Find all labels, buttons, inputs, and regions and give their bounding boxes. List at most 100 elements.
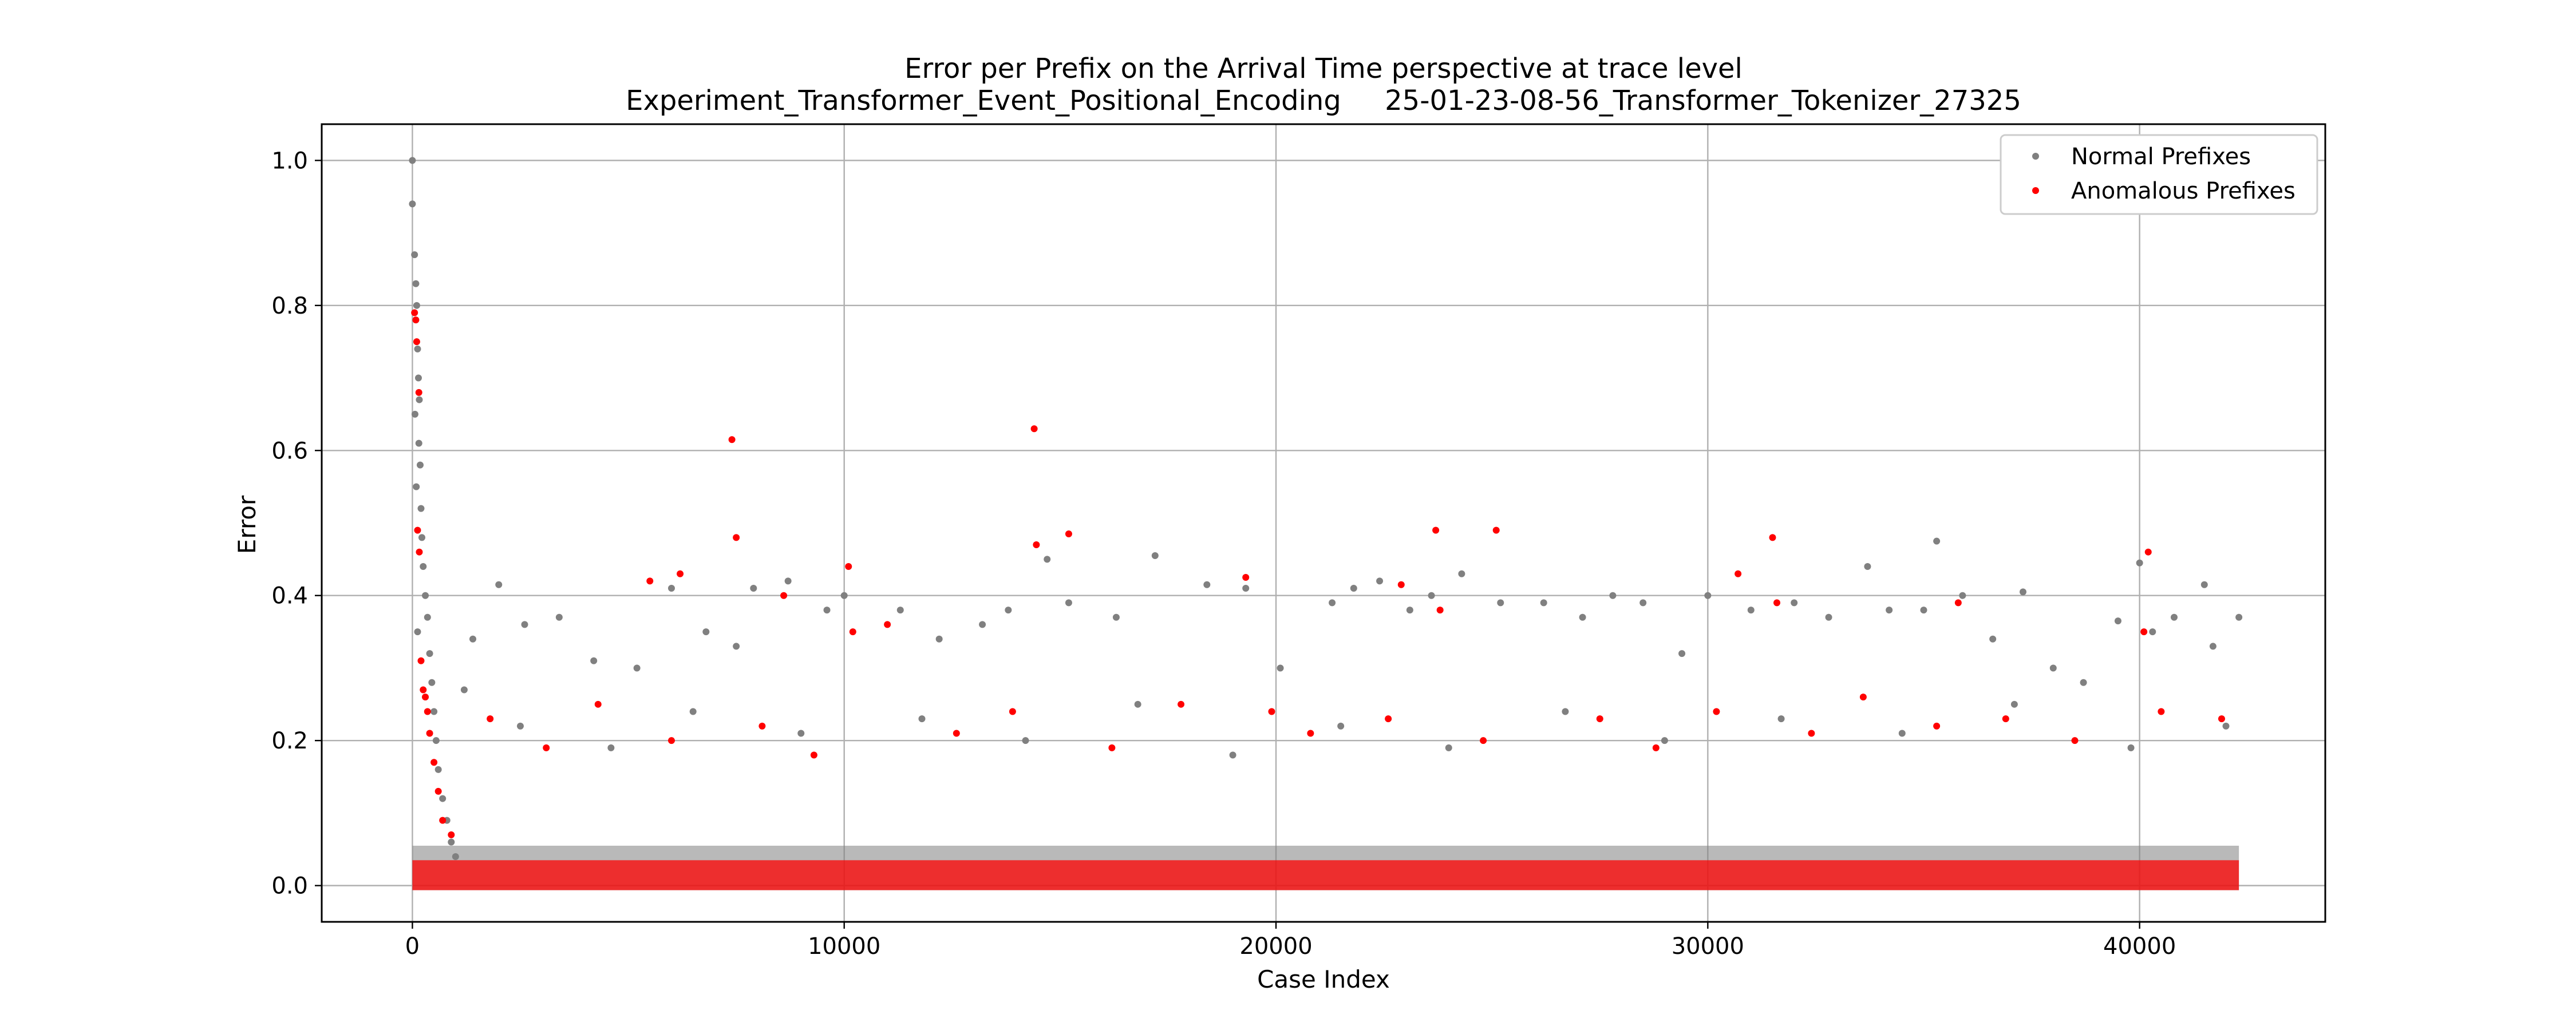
normal-point bbox=[409, 157, 416, 164]
normal-point bbox=[428, 679, 436, 686]
normal-point bbox=[555, 613, 563, 621]
normal-point bbox=[1704, 592, 1712, 599]
normal-point bbox=[418, 534, 425, 541]
x-tick-label: 20000 bbox=[1239, 933, 1312, 960]
normal-point bbox=[495, 581, 503, 588]
y-tick-label: 0.0 bbox=[271, 873, 308, 900]
normal-point bbox=[2235, 613, 2243, 621]
anomalous-point bbox=[1713, 708, 1720, 715]
anomalous-point bbox=[728, 436, 736, 443]
anomalous-point bbox=[543, 744, 550, 751]
normal-point bbox=[416, 396, 423, 403]
normal-point bbox=[414, 345, 421, 352]
anomalous-point bbox=[1030, 425, 1038, 433]
anomalous-point bbox=[2158, 708, 2165, 715]
legend-label-anomalous: Anomalous Prefixes bbox=[2071, 178, 2296, 204]
legend-marker-anomalous bbox=[2032, 187, 2039, 194]
anomalous-point bbox=[2140, 628, 2148, 636]
normal-point bbox=[1933, 537, 1941, 545]
anomalous-density-band bbox=[412, 860, 2239, 890]
normal-point bbox=[1959, 592, 1966, 599]
anomalous-point bbox=[1033, 541, 1040, 549]
normal-point bbox=[426, 650, 433, 657]
normal-point bbox=[823, 607, 831, 614]
anomalous-point bbox=[426, 730, 433, 737]
normal-point bbox=[417, 505, 425, 512]
normal-point bbox=[2222, 722, 2230, 730]
scatter-points bbox=[409, 157, 2243, 860]
x-tick-label: 30000 bbox=[1672, 933, 1744, 960]
normal-point bbox=[420, 563, 427, 571]
normal-point bbox=[413, 302, 420, 309]
normal-point bbox=[2170, 613, 2178, 621]
anomalous-point bbox=[1397, 581, 1405, 588]
legend: Normal Prefixes Anomalous Prefixes bbox=[2000, 134, 2318, 215]
anomalous-point bbox=[439, 817, 447, 824]
normal-point bbox=[784, 577, 792, 585]
anomalous-point bbox=[884, 621, 891, 628]
normal-point bbox=[2209, 643, 2217, 650]
anomalous-point bbox=[414, 526, 421, 534]
normal-point bbox=[1886, 607, 1893, 614]
normal-point bbox=[469, 635, 477, 643]
normal-point bbox=[434, 766, 442, 773]
normal-point bbox=[1112, 613, 1120, 621]
plot-frame bbox=[321, 123, 2326, 923]
normal-point bbox=[1540, 599, 1547, 607]
anomalous-point bbox=[1268, 708, 1275, 715]
anomalous-point bbox=[1735, 570, 1742, 577]
normal-point bbox=[2127, 744, 2135, 751]
normal-point bbox=[1406, 607, 1413, 614]
normal-point bbox=[1825, 613, 1832, 621]
anomalous-point bbox=[1773, 599, 1781, 607]
anomalous-point bbox=[2218, 715, 2225, 723]
anomalous-point bbox=[1492, 526, 1500, 534]
normal-point bbox=[430, 708, 438, 715]
anomalous-point bbox=[1480, 737, 1487, 744]
normal-point bbox=[2019, 588, 2026, 596]
normal-point bbox=[2200, 581, 2208, 588]
normal-point bbox=[415, 439, 422, 447]
anomalous-point bbox=[1178, 700, 1185, 708]
anomalous-point bbox=[810, 751, 817, 759]
normal-point bbox=[1277, 664, 1284, 672]
normal-point bbox=[1350, 585, 1357, 592]
normal-point bbox=[750, 585, 757, 592]
normal-point bbox=[1791, 599, 1798, 607]
anomalous-point bbox=[412, 316, 420, 324]
anomalous-point bbox=[411, 309, 418, 316]
y-tick-label: 0.4 bbox=[271, 583, 308, 609]
anomalous-point bbox=[845, 563, 852, 571]
anomalous-point bbox=[413, 338, 420, 346]
anomalous-point bbox=[487, 715, 494, 723]
normal-point bbox=[1920, 607, 1927, 614]
normal-point bbox=[1639, 599, 1647, 607]
normal-point bbox=[607, 744, 615, 751]
normal-point bbox=[896, 607, 904, 614]
normal-point bbox=[633, 664, 641, 672]
normal-point bbox=[1044, 556, 1051, 563]
normal-point bbox=[1747, 607, 1755, 614]
normal-point bbox=[516, 722, 524, 730]
anomalous-point bbox=[1954, 599, 1962, 607]
normal-point bbox=[667, 585, 675, 592]
x-tick-label: 0 bbox=[405, 933, 420, 960]
y-tick-label: 0.6 bbox=[271, 438, 308, 464]
normal-point bbox=[1203, 581, 1211, 588]
anomalous-point bbox=[1065, 530, 1072, 538]
anomalous-point bbox=[646, 577, 654, 585]
normal-point bbox=[1229, 751, 1236, 759]
normal-point bbox=[1134, 700, 1141, 708]
normal-point bbox=[422, 592, 429, 599]
normal-point bbox=[689, 708, 697, 715]
anomalous-point bbox=[448, 831, 455, 838]
legend-box bbox=[2000, 134, 2318, 215]
normal-point bbox=[1562, 708, 1569, 715]
normal-point bbox=[1445, 744, 1452, 751]
anomalous-point bbox=[594, 700, 602, 708]
normal-point bbox=[1329, 599, 1336, 607]
normal-point bbox=[733, 643, 740, 650]
y-tick-label: 0.8 bbox=[271, 293, 308, 319]
anomalous-point bbox=[1242, 574, 1250, 581]
